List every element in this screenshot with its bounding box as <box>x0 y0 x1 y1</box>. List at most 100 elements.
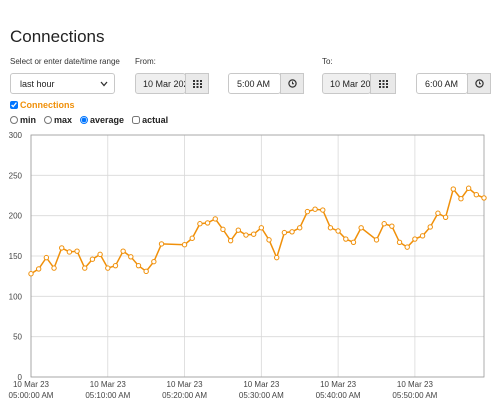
option-label: actual <box>142 115 169 125</box>
series-toggle-label: Connections <box>20 100 75 110</box>
to-time-value: 6:00 AM <box>425 78 459 89</box>
data-point <box>82 265 88 271</box>
data-point <box>404 244 410 250</box>
y-tick-label: 250 <box>9 171 23 180</box>
page-title: Connections <box>10 27 105 46</box>
to-label: To: <box>322 57 333 66</box>
plot-frame <box>30 134 485 378</box>
data-point <box>419 233 426 239</box>
range-value: last hour <box>20 78 55 89</box>
actual-option[interactable]: actual <box>132 115 168 125</box>
data-point <box>227 237 234 244</box>
data-point <box>35 266 42 272</box>
radio[interactable] <box>10 116 18 124</box>
data-point <box>59 245 65 251</box>
y-tick-label: 50 <box>13 333 22 342</box>
data-point <box>189 235 195 241</box>
range-label: Select or enter date/time range <box>10 57 120 66</box>
data-point <box>358 225 364 231</box>
range-select[interactable]: last hour <box>10 73 115 94</box>
data-point <box>465 185 472 191</box>
data-point <box>66 249 73 255</box>
data-point <box>273 254 280 261</box>
x-tick-label: 10 Mar 23 <box>397 380 434 389</box>
data-point <box>120 248 126 254</box>
data-point <box>412 236 418 242</box>
x-tick-label: 05:00:00 AM <box>9 391 54 400</box>
from-clock-button[interactable] <box>280 73 304 94</box>
checkbox[interactable] <box>132 116 141 124</box>
y-tick-label: 150 <box>9 252 23 261</box>
option-label: min <box>20 115 37 125</box>
from-time[interactable]: 5:00 AM <box>228 73 281 94</box>
data-point <box>289 229 295 235</box>
to-calendar-button[interactable] <box>370 73 396 94</box>
data-point <box>97 251 103 258</box>
data-point <box>389 223 395 229</box>
x-tick-label: 10 Mar 23 <box>243 380 280 389</box>
data-point <box>43 254 50 261</box>
from-date[interactable]: 10 Mar 2023 <box>135 73 186 94</box>
x-tick-label: 05:50:00 AM <box>392 391 437 400</box>
data-point <box>197 221 203 227</box>
radio[interactable] <box>44 116 53 124</box>
data-point <box>458 196 464 202</box>
data-point <box>204 220 211 226</box>
data-point <box>373 237 380 243</box>
data-point <box>396 239 403 245</box>
calendar-icon <box>192 79 202 88</box>
option-label: max <box>54 115 73 125</box>
data-point <box>304 208 311 215</box>
x-tick-label: 05:20:00 AM <box>162 391 207 400</box>
data-point <box>320 207 326 213</box>
data-point <box>151 258 157 265</box>
data-point <box>427 224 433 230</box>
from-calendar-button[interactable] <box>185 73 209 94</box>
x-tick-label: 05:10:00 AM <box>85 391 130 400</box>
data-point <box>258 225 265 231</box>
dropdown-arrow <box>100 81 108 86</box>
data-point <box>281 229 288 236</box>
data-point <box>327 225 334 231</box>
data-point <box>105 265 111 271</box>
stat-option[interactable]: max <box>44 115 72 125</box>
data-point <box>266 237 272 243</box>
data-point <box>135 262 142 269</box>
x-tick-label: 10 Mar 23 <box>13 380 50 389</box>
from-label: From: <box>135 57 156 66</box>
y-tick-label: 0 <box>18 373 23 382</box>
data-point <box>297 225 303 231</box>
x-tick-label: 05:40:00 AM <box>316 391 361 400</box>
data-point <box>450 186 456 192</box>
data-point <box>112 262 119 269</box>
from-time-value: 5:00 AM <box>237 78 271 89</box>
data-point <box>212 216 218 222</box>
data-point <box>343 236 349 242</box>
option-label: average <box>90 115 125 125</box>
x-tick-label: 10 Mar 23 <box>167 380 204 389</box>
data-point <box>335 228 341 234</box>
y-tick-label: 300 <box>9 131 23 140</box>
clock-icon <box>474 79 484 88</box>
clock-icon <box>287 79 297 88</box>
data-point <box>235 227 242 233</box>
to-date-value: 10 Mar 2023 <box>330 78 371 89</box>
data-point <box>381 221 387 227</box>
from-date-value: 10 Mar 2023 <box>143 78 185 89</box>
data-point <box>128 254 134 260</box>
data-point <box>481 195 487 201</box>
x-tick-label: 05:30:00 AM <box>239 391 284 400</box>
data-point <box>250 231 257 237</box>
data-point <box>181 242 188 248</box>
series-checkbox[interactable] <box>10 101 18 109</box>
y-tick-label: 200 <box>9 212 23 221</box>
to-clock-button[interactable] <box>467 73 491 94</box>
series-toggle[interactable]: Connections <box>10 100 75 110</box>
stat-option[interactable]: average <box>80 115 124 125</box>
radio[interactable] <box>80 116 89 124</box>
data-point <box>220 226 226 233</box>
stat-options: min max average actual <box>10 115 168 125</box>
data-point <box>435 210 441 216</box>
stat-option[interactable]: min <box>10 115 36 125</box>
